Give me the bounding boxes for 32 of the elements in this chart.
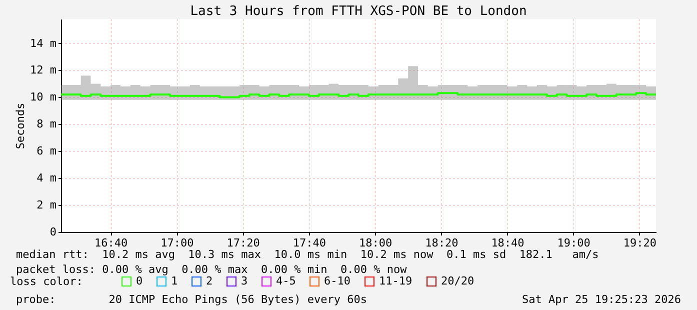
text: packet loss: 0.00 % avg 0.00 % max 0.00 % min 0.00 % now [16, 263, 407, 276]
x-tick-label: 18:20 [425, 236, 458, 250]
legend-label: 4-5 [276, 274, 296, 288]
y-tick-label: 4 m [36, 172, 57, 185]
legend-label: 2 [206, 274, 213, 288]
y-axis-title: Seconds [14, 102, 28, 150]
legend-label: 20/20 [441, 274, 474, 288]
y-tick-label: 12 m [30, 64, 57, 77]
legend-label: 1 [171, 274, 178, 288]
y-tick-label: 10 m [30, 90, 57, 104]
y-tick-label: 8 m [36, 118, 57, 131]
chart-title: Last 3 Hours from FTTH XGS-PON BE to London [190, 4, 527, 19]
y-tick-label: 6 m [36, 144, 57, 158]
legend-label: 0 [136, 274, 143, 288]
y-tick-label: 14 m [30, 36, 57, 50]
text: Sat Apr 25 19:25:23 2026 [522, 293, 681, 306]
x-tick-label: 17:20 [226, 236, 260, 250]
x-tick-label: 19:20 [623, 236, 657, 250]
text: median rtt: 10.2 ms avg 10.3 ms max 10.0 ms min 10.2 ms now 0.1 ms sd 182.1 am/s [16, 248, 599, 261]
legend-label: 6-10 [324, 274, 350, 288]
x-tick-label: 18:40 [491, 236, 524, 250]
legend-title: loss color: [10, 275, 83, 288]
y-tick-label: 2 m [36, 198, 57, 212]
x-tick-label: 17:00 [160, 236, 194, 250]
y-tick-label: 0 [50, 226, 56, 238]
x-tick-label: 17:40 [292, 236, 326, 250]
x-tick-label: 19:00 [557, 236, 590, 250]
x-tick-label: 16:40 [94, 236, 128, 250]
legend-label: 3 [241, 274, 248, 288]
legend-label: 11-19 [379, 274, 412, 288]
x-tick-label: 18:00 [358, 236, 392, 250]
text: probe: 20 ICMP Echo Pings (56 Bytes) every 60s [16, 293, 367, 306]
